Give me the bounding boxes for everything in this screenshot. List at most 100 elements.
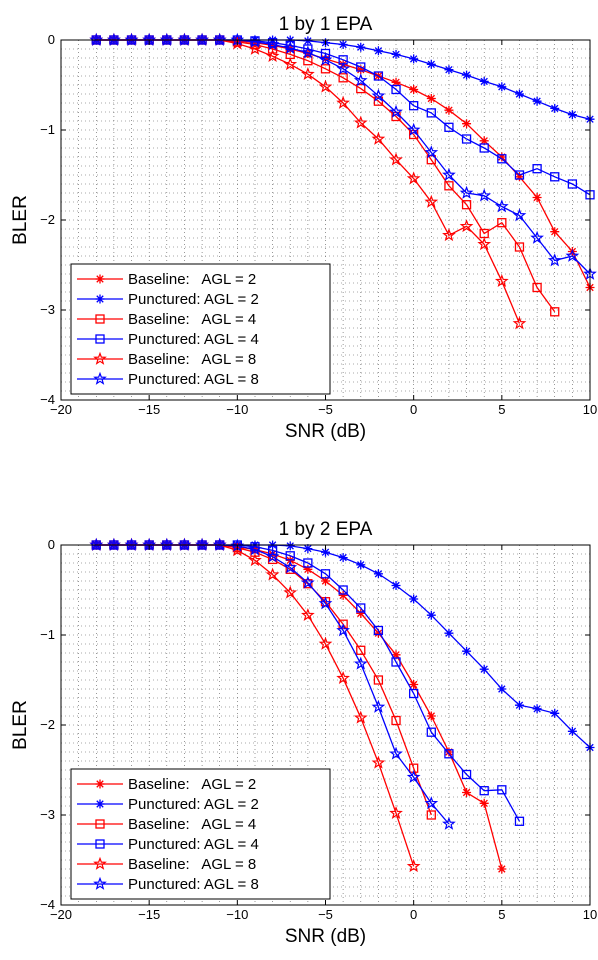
data-point [442, 167, 456, 181]
legend-entry: Baseline: AGL = 4 [77, 816, 256, 833]
data-point [461, 134, 472, 144]
data-point [285, 541, 295, 551]
data-point [356, 603, 366, 613]
data-point [336, 95, 350, 109]
y-tick-label: 0 [48, 32, 55, 47]
data-point [532, 704, 542, 714]
legend-label: Baseline: AGL = 8 [128, 351, 256, 368]
legend-label: Baseline: AGL = 4 [128, 311, 256, 328]
data-point [444, 65, 454, 75]
data-point [550, 103, 560, 113]
data-point [230, 543, 245, 557]
data-point [303, 558, 313, 568]
data-point [301, 607, 315, 622]
data-point [265, 37, 280, 51]
data-point [320, 569, 331, 579]
data-point [514, 170, 525, 180]
data-point [550, 227, 560, 237]
x-tick-label: −10 [226, 402, 248, 417]
legend-entry: Punctured: AGL = 4 [77, 836, 259, 853]
data-point [424, 145, 439, 159]
data-point [230, 36, 245, 50]
data-point [391, 715, 401, 726]
x-tick-label: −5 [318, 402, 333, 417]
data-point [444, 122, 454, 132]
y-tick-label: −3 [40, 302, 55, 317]
data-point [338, 585, 348, 595]
legend-marker [95, 839, 105, 849]
data-point [424, 194, 439, 208]
legend-entry: Baseline: AGL = 8 [77, 351, 256, 368]
data-point [353, 710, 368, 724]
data-point [497, 785, 507, 795]
data-point [426, 108, 436, 118]
data-point [303, 544, 313, 554]
data-point [391, 77, 401, 87]
data-point [444, 749, 454, 759]
data-point [567, 110, 577, 120]
data-point [285, 564, 295, 574]
legend: Baseline: AGL = 2 Punctured: AGL = 2 Basel… [70, 263, 331, 395]
data-point [391, 657, 401, 667]
y-tick-label: −4 [40, 392, 55, 407]
data-point [248, 542, 262, 556]
data-point [338, 40, 348, 49]
data-point [177, 537, 192, 551]
data-point [356, 65, 366, 75]
data-point [406, 122, 421, 136]
data-point [303, 579, 313, 589]
legend-entry: Punctured: AGL = 2 [77, 796, 259, 813]
data-point [426, 610, 436, 620]
data-point [391, 84, 401, 95]
data-point [477, 188, 492, 202]
data-point [356, 560, 366, 570]
legend-entry: Punctured: AGL = 2 [77, 291, 259, 308]
data-point [497, 218, 507, 228]
data-point [512, 316, 527, 330]
data-point [514, 816, 525, 826]
x-tick-label: −10 [226, 907, 248, 922]
data-point [426, 94, 436, 103]
legend-marker [93, 351, 107, 365]
data-point [321, 547, 330, 557]
data-point [265, 567, 280, 581]
data-point [444, 628, 454, 638]
data-point [195, 32, 209, 46]
data-point [303, 56, 313, 66]
legend-marker [95, 314, 105, 324]
data-point [406, 769, 421, 784]
data-point [409, 688, 419, 699]
data-point [356, 83, 366, 94]
legend-label: Punctured: AGL = 8 [128, 876, 259, 893]
data-point [459, 219, 474, 233]
data-point [391, 650, 401, 660]
data-point [318, 596, 333, 610]
x-tick-label: −20 [50, 402, 72, 417]
data-point [426, 59, 436, 69]
data-point [177, 32, 192, 46]
legend-marker [95, 779, 105, 789]
data-point [391, 49, 401, 59]
legend-marker [95, 799, 105, 809]
data-point [550, 307, 560, 317]
data-point [497, 154, 507, 164]
y-tick-label: 0 [48, 537, 55, 552]
legend-marker [95, 274, 105, 284]
data-point [547, 253, 562, 267]
data-point [426, 810, 436, 820]
data-point [373, 628, 383, 638]
x-tick-label: 0 [410, 907, 417, 922]
data-point [320, 64, 331, 74]
x-tick-label: −15 [138, 907, 160, 922]
data-point [462, 788, 472, 797]
data-point [265, 549, 280, 563]
legend-marker [95, 819, 105, 829]
data-point [353, 656, 368, 670]
data-point [321, 576, 330, 586]
data-point [283, 585, 298, 599]
chart-title: 1 by 1 EPA [279, 14, 373, 35]
data-point [356, 608, 366, 618]
x-axis-label: SNR (dB) [285, 926, 366, 947]
data-point [479, 664, 489, 674]
data-point [391, 581, 401, 590]
